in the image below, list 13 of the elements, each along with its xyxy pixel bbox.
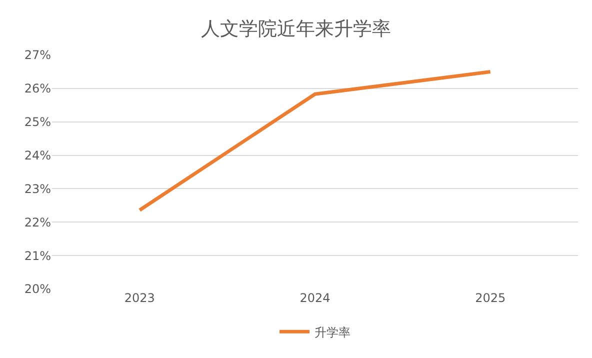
y-tick-label: 27% xyxy=(24,48,51,62)
y-tick-label: 21% xyxy=(24,248,51,263)
chart-title: 人文学院近年来升学率 xyxy=(201,18,391,40)
x-tick-label: 2023 xyxy=(124,291,155,305)
y-tick-label: 22% xyxy=(24,215,51,230)
y-tick-label: 23% xyxy=(24,182,51,196)
y-tick-label: 20% xyxy=(24,282,51,296)
x-tick-label: 2024 xyxy=(300,291,330,305)
y-tick-label: 26% xyxy=(24,82,51,96)
y-tick-label: 24% xyxy=(24,148,51,162)
x-tick-label: 2025 xyxy=(475,291,506,305)
legend-label: 升学率 xyxy=(314,325,350,340)
y-tick-label: 25% xyxy=(24,115,51,130)
